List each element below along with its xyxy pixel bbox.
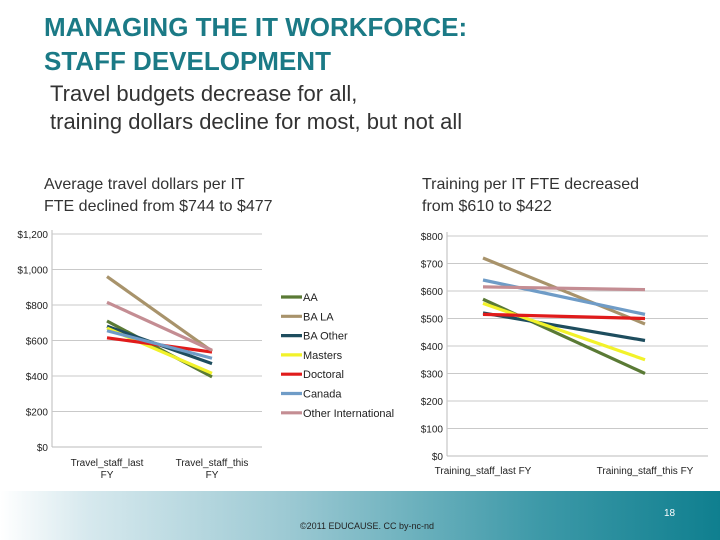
legend-label: AA [303,292,318,304]
series-line-other-international [106,300,213,352]
y-tick-label: $1,200 [17,230,48,241]
series-line-ba-la [482,256,646,326]
subtitle-line-1: Travel budgets decrease for all, [50,81,358,106]
y-tick-label: $0 [37,443,49,454]
legend-label: Doctoral [303,369,344,381]
training-chart-caption: Training per IT FTE decreased from $610 … [422,174,639,218]
y-tick-label: $700 [421,260,444,271]
travel-chart-caption: Average travel dollars per IT FTE declin… [44,174,273,218]
legend-label: BA Other [303,331,348,343]
y-tick-label: $100 [421,425,444,436]
series-line-ba-la [106,275,213,353]
x-category-label: Travel_staff_last [71,458,144,469]
title-line-1: MANAGING THE IT WORKFORCE: [44,12,468,42]
series-line-canada [106,329,213,360]
y-tick-label: $600 [421,287,444,298]
travel-chart: $0 $200 $400 $600 $800 $1,000 $1,200 Travel_sta… [17,230,262,481]
footer-band [0,491,720,540]
x-category-label: Travel_staff_this [176,458,249,469]
x-category-label: Training_staff_this FY [597,466,694,477]
series-line-aa [106,319,213,379]
legend-label: Masters [303,350,343,362]
x-category-label: Training_staff_last FY [435,466,532,477]
travel-caption-line-1: Average travel dollars per IT [44,176,245,193]
y-tick-label: $800 [26,301,49,312]
series-line-other-international [482,285,646,292]
series-line-doctoral [482,312,646,321]
y-tick-label: $300 [421,370,444,381]
training-caption-line-2: from $610 to $422 [422,198,552,215]
x-category-label: FY [101,470,114,481]
series-line-canada [482,278,646,316]
series-line-ba-other [482,311,646,343]
chart-legend: AA BA LA BA Other Masters Doctoral Canada Othe… [281,292,394,420]
training-caption-line-1: Training per IT FTE decreased [422,176,639,193]
y-tick-label: $200 [26,408,49,419]
title-line-2: STAFF DEVELOPMENT [44,46,331,76]
page-number: 18 [664,508,676,519]
subtitle-line-2: training dollars decline for most, but n… [50,109,463,134]
slide-title: MANAGING THE IT WORKFORCE: STAFF DEVELOP… [44,10,467,78]
series-line-masters [482,301,646,362]
copyright-text: ©2011 EDUCAUSE. CC by-nc-nd [300,521,435,531]
y-tick-label: $1,000 [17,266,48,277]
legend-label: BA LA [303,311,334,323]
slide-subtitle: Travel budgets decrease for all, trainin… [50,80,462,136]
y-tick-label: $500 [421,315,444,326]
legend-label: Other International [303,408,394,420]
y-tick-label: $400 [26,372,49,383]
y-tick-label: $800 [421,232,444,243]
legend-label: Canada [303,389,342,401]
y-tick-label: $200 [421,397,444,408]
x-category-label: FY [206,470,219,481]
training-chart: $0 $100 $200 $300 $400 $500 $600 $700 $800 Traini… [421,232,708,477]
y-tick-label: $0 [432,452,444,463]
y-tick-label: $600 [26,337,49,348]
y-tick-label: $400 [421,342,444,353]
travel-caption-line-2: FTE declined from $744 to $477 [44,198,273,215]
